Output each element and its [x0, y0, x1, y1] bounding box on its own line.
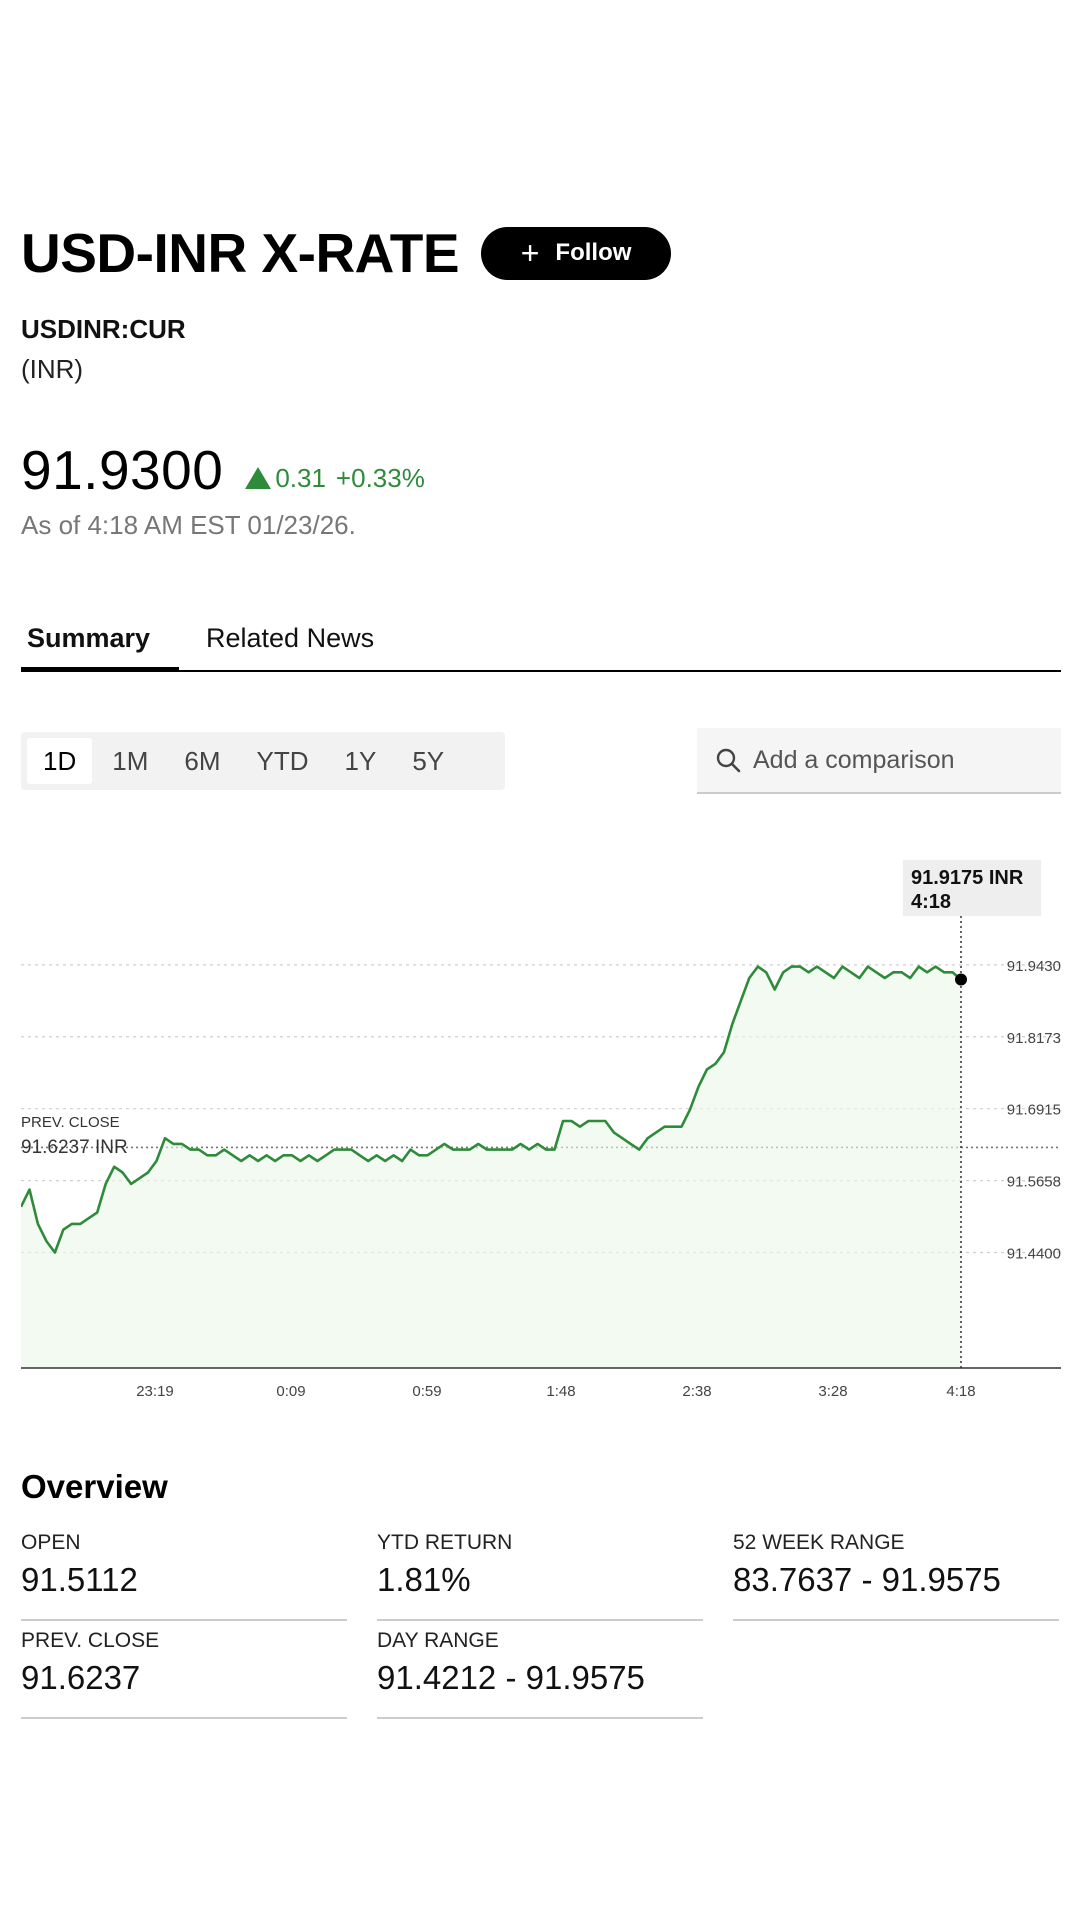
plus-icon: + [520, 235, 540, 271]
tab-related-news[interactable]: Related News [206, 623, 375, 653]
stat-value: 91.5112 [21, 1561, 138, 1598]
title-row: USD-INR X-RATE + Follow [21, 222, 672, 284]
comparison-search[interactable] [697, 728, 1061, 794]
price-chart[interactable]: 91.9430 91.8173 91.6915 91.5658 91.4400 23:19… [21, 860, 1061, 1420]
currency-label: (INR) [21, 354, 84, 384]
range-6m[interactable]: 6M [184, 746, 221, 776]
stat-label: OPEN [21, 1531, 81, 1554]
y-tick-label: 91.8173 [1007, 1030, 1061, 1047]
search-icon [715, 747, 741, 773]
range-1m[interactable]: 1M [112, 746, 149, 776]
comparison-input[interactable] [753, 745, 1043, 775]
price-change: 0.31 +0.33% [245, 463, 425, 494]
tab-summary[interactable]: Summary [21, 618, 179, 672]
range-1y[interactable]: 1Y [344, 746, 377, 776]
stat-value: 91.4212 - 91.9575 [377, 1659, 645, 1696]
stat-value: 1.81% [377, 1561, 471, 1598]
stat-day-range: DAY RANGE 91.4212 - 91.9575 [377, 1629, 703, 1719]
x-tick-label: 3:28 [818, 1383, 847, 1400]
stat-52-week-range: 52 WEEK RANGE 83.7637 - 91.9575 [733, 1531, 1059, 1621]
range-selector: 1D 1M 6M YTD 1Y 5Y [21, 732, 505, 790]
stat-label: YTD RETURN [377, 1531, 513, 1554]
stat-ytd-return: YTD RETURN 1.81% [377, 1531, 703, 1621]
x-tick-label: 4:18 [946, 1383, 975, 1400]
x-tick-label: 0:09 [276, 1383, 305, 1400]
stat-label: 52 WEEK RANGE [733, 1531, 905, 1554]
as-of-timestamp: As of 4:18 AM EST 01/23/26. [21, 510, 356, 540]
stat-value: 91.6237 [21, 1659, 141, 1696]
x-tick-label: 1:48 [546, 1383, 575, 1400]
prev-close-label: PREV. CLOSE [21, 1114, 120, 1131]
y-tick-label: 91.5658 [1007, 1174, 1061, 1191]
range-5y[interactable]: 5Y [412, 746, 445, 776]
change-value: 0.31 [275, 462, 326, 493]
stat-open: OPEN 91.5112 [21, 1531, 347, 1621]
stat-label: PREV. CLOSE [21, 1629, 160, 1652]
x-tick-label: 23:19 [136, 1383, 174, 1400]
prev-close-value: 91.6237 INR [21, 1137, 128, 1158]
follow-label: Follow [555, 239, 632, 266]
tab-bar: Summary Related News [21, 618, 1061, 672]
current-price: 91.9300 [21, 439, 224, 501]
y-tick-label: 91.9430 [1007, 958, 1061, 975]
y-tick-label: 91.4400 [1007, 1246, 1061, 1263]
stat-value: 83.7637 - 91.9575 [733, 1561, 1001, 1598]
cursor-point [955, 973, 967, 986]
overview-title: Overview [21, 1468, 168, 1505]
tooltip-value: 91.9175 INR [911, 867, 1024, 889]
tooltip-time: 4:18 [911, 891, 952, 913]
x-tick-label: 0:59 [412, 1383, 441, 1400]
range-ytd[interactable]: YTD [256, 746, 309, 776]
x-tick-label: 2:38 [682, 1383, 711, 1400]
ticker-symbol: USDINR:CUR [21, 314, 186, 344]
up-arrow-icon [245, 467, 272, 489]
price-row: 91.9300 0.31 +0.33% [21, 438, 425, 502]
chart-svg: 91.9430 91.8173 91.6915 91.5658 91.4400 23:19… [21, 916, 1061, 1400]
chart-tooltip: 91.9175 INR 4:18 [903, 860, 1041, 916]
page-title: USD-INR X-RATE [21, 222, 460, 284]
series-area [21, 966, 961, 1368]
series-line [21, 965, 962, 1254]
follow-button[interactable]: + Follow [481, 226, 672, 280]
y-tick-label: 91.6915 [1007, 1102, 1061, 1119]
stat-prev-close: PREV. CLOSE 91.6237 [21, 1629, 347, 1719]
stat-label: DAY RANGE [377, 1629, 499, 1652]
change-percent: +0.33% [335, 462, 425, 493]
range-1d[interactable]: 1D [27, 738, 93, 784]
